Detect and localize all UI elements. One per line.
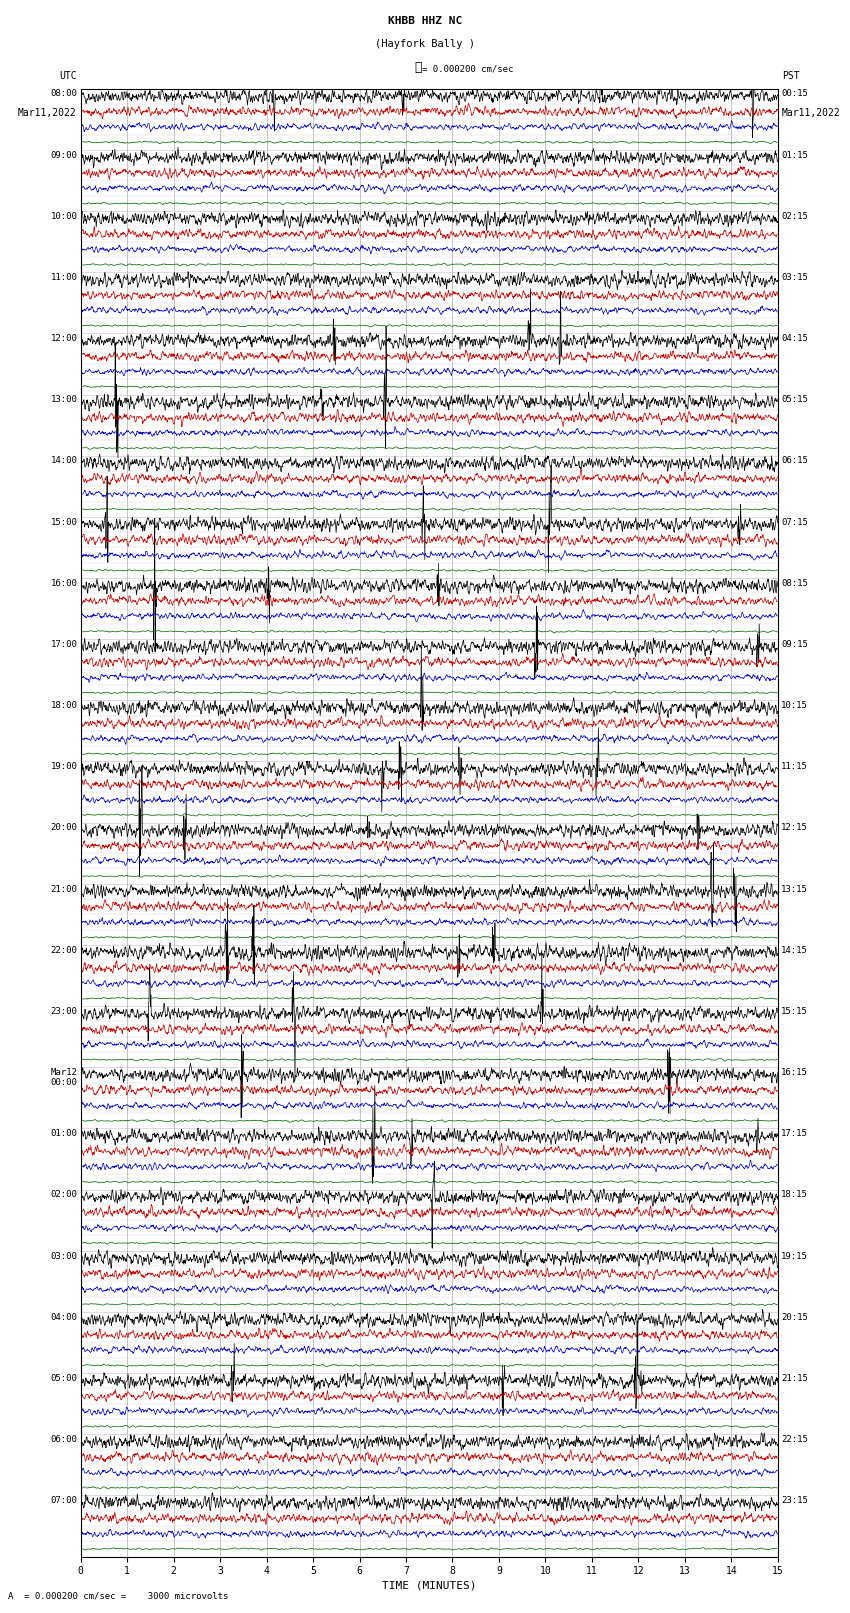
Text: 09:15: 09:15 — [781, 640, 808, 648]
Text: 14:00: 14:00 — [50, 456, 77, 466]
Text: Mar11,2022: Mar11,2022 — [18, 108, 76, 118]
Text: 03:00: 03:00 — [50, 1252, 77, 1260]
Text: ⏐: ⏐ — [415, 61, 422, 74]
Text: 18:00: 18:00 — [50, 702, 77, 710]
Text: 19:00: 19:00 — [50, 763, 77, 771]
Text: 19:15: 19:15 — [781, 1252, 808, 1260]
Text: UTC: UTC — [59, 71, 76, 81]
Text: 02:15: 02:15 — [781, 211, 808, 221]
Text: Mar11,2022: Mar11,2022 — [782, 108, 841, 118]
Text: 08:15: 08:15 — [781, 579, 808, 587]
Text: = 0.000200 cm/sec: = 0.000200 cm/sec — [422, 65, 513, 74]
Text: 06:15: 06:15 — [781, 456, 808, 466]
Text: 15:00: 15:00 — [50, 518, 77, 526]
Text: 10:00: 10:00 — [50, 211, 77, 221]
Text: Mar12
00:00: Mar12 00:00 — [50, 1068, 77, 1087]
Text: 11:15: 11:15 — [781, 763, 808, 771]
Text: 07:15: 07:15 — [781, 518, 808, 526]
Text: 17:15: 17:15 — [781, 1129, 808, 1139]
Text: (Hayfork Bally ): (Hayfork Bally ) — [375, 39, 475, 48]
Text: A  = 0.000200 cm/sec =    3000 microvolts: A = 0.000200 cm/sec = 3000 microvolts — [8, 1590, 229, 1600]
Text: 01:00: 01:00 — [50, 1129, 77, 1139]
Text: 22:00: 22:00 — [50, 945, 77, 955]
Text: 12:00: 12:00 — [50, 334, 77, 344]
Text: KHBB HHZ NC: KHBB HHZ NC — [388, 16, 462, 26]
Text: 14:15: 14:15 — [781, 945, 808, 955]
Text: 05:00: 05:00 — [50, 1374, 77, 1382]
Text: 21:15: 21:15 — [781, 1374, 808, 1382]
Text: 08:00: 08:00 — [50, 89, 77, 98]
Text: 07:00: 07:00 — [50, 1497, 77, 1505]
Text: 00:15: 00:15 — [781, 89, 808, 98]
X-axis label: TIME (MINUTES): TIME (MINUTES) — [382, 1581, 477, 1590]
Text: 06:00: 06:00 — [50, 1436, 77, 1444]
Text: 16:00: 16:00 — [50, 579, 77, 587]
Text: 05:15: 05:15 — [781, 395, 808, 405]
Text: 02:00: 02:00 — [50, 1190, 77, 1200]
Text: 03:15: 03:15 — [781, 273, 808, 282]
Text: 01:15: 01:15 — [781, 150, 808, 160]
Text: 20:15: 20:15 — [781, 1313, 808, 1321]
Text: 16:15: 16:15 — [781, 1068, 808, 1077]
Text: 23:00: 23:00 — [50, 1007, 77, 1016]
Text: 22:15: 22:15 — [781, 1436, 808, 1444]
Text: 15:15: 15:15 — [781, 1007, 808, 1016]
Text: PST: PST — [782, 71, 800, 81]
Text: 13:00: 13:00 — [50, 395, 77, 405]
Text: 11:00: 11:00 — [50, 273, 77, 282]
Text: 10:15: 10:15 — [781, 702, 808, 710]
Text: 20:00: 20:00 — [50, 823, 77, 832]
Text: 04:15: 04:15 — [781, 334, 808, 344]
Text: 13:15: 13:15 — [781, 884, 808, 894]
Text: 21:00: 21:00 — [50, 884, 77, 894]
Text: 18:15: 18:15 — [781, 1190, 808, 1200]
Text: 12:15: 12:15 — [781, 823, 808, 832]
Text: 23:15: 23:15 — [781, 1497, 808, 1505]
Text: 09:00: 09:00 — [50, 150, 77, 160]
Text: 17:00: 17:00 — [50, 640, 77, 648]
Text: 04:00: 04:00 — [50, 1313, 77, 1321]
